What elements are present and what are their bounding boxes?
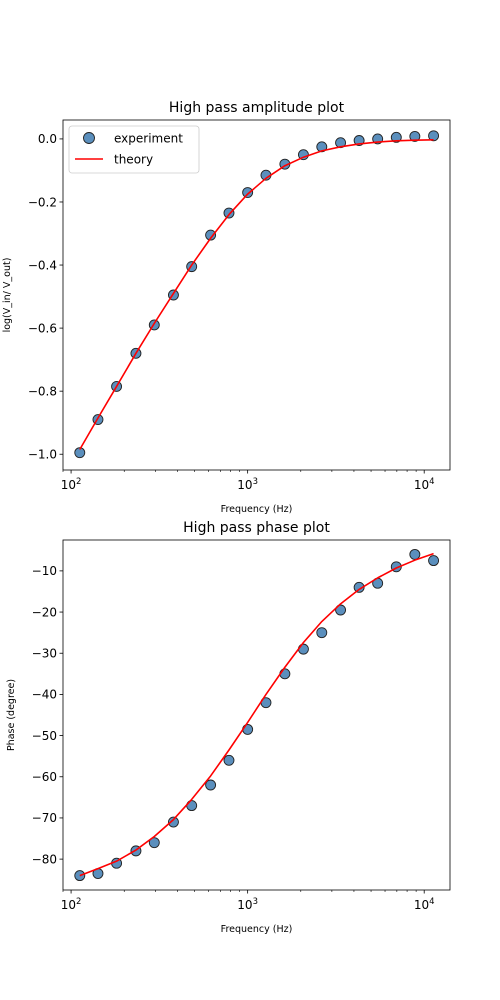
phase-theory-line — [79, 552, 434, 877]
phase-experiment-point — [223, 754, 235, 766]
phase-y-tick-label: −80 — [32, 852, 57, 866]
phase-x-tick-label: 104 — [414, 897, 435, 912]
amplitude-experiment-point — [316, 141, 328, 153]
amplitude-y-tick-label: −0.8 — [28, 384, 57, 398]
amplitude-experiment-point — [74, 447, 86, 459]
amplitude-x-tick-label: 103 — [237, 477, 258, 492]
amplitude-experiment-point — [409, 130, 421, 142]
phase-y-tick-label: −20 — [32, 605, 57, 619]
phase-chart-title: High pass phase plot — [183, 520, 330, 536]
phase-experiment-point — [409, 548, 421, 560]
phase-experiment-point — [316, 627, 328, 639]
phase-y-tick-label: −30 — [32, 647, 57, 661]
amplitude-x-tick-label: 104 — [414, 477, 435, 492]
amplitude-experiment-point — [335, 137, 347, 149]
amplitude-y-tick-label: −0.4 — [28, 258, 57, 272]
amplitude-axes-frame — [62, 119, 451, 471]
phase-experiment-point — [428, 555, 440, 567]
amplitude-x-axis-label: Frequency (Hz) — [221, 504, 293, 515]
amplitude-plot-area — [74, 130, 440, 459]
amplitude-chart: High pass amplitude plot 102 103 104 0.0 −0.… — [2, 100, 451, 515]
amplitude-y-tick-label: −0.6 — [28, 321, 57, 335]
amplitude-ticks: 102 103 104 0.0 −0.2 −0.4 −0.6 −0.8 −1.0 — [28, 132, 435, 492]
amplitude-experiment-point — [390, 131, 402, 143]
phase-experiment-point — [186, 800, 198, 812]
phase-plot-area — [74, 548, 440, 882]
amplitude-experiment-point — [223, 207, 235, 219]
phase-y-tick-label: −10 — [32, 564, 57, 578]
phase-y-tick-label: −60 — [32, 770, 57, 784]
amplitude-x-tick-label: 102 — [61, 477, 82, 492]
phase-experiment-point — [353, 581, 365, 593]
phase-experiment-point — [148, 837, 160, 849]
phase-y-tick-label: −50 — [32, 729, 57, 743]
phase-x-tick-label: 102 — [61, 897, 82, 912]
phase-y-tick-label: −40 — [32, 688, 57, 702]
phase-x-tick-label: 103 — [237, 897, 258, 912]
legend-label-experiment: experiment — [114, 132, 183, 146]
legend-box — [68, 125, 200, 174]
phase-experiment-point — [74, 870, 86, 882]
legend-label-theory: theory — [114, 153, 153, 167]
phase-experiment-point — [297, 643, 309, 655]
phase-y-axis-label: Phase (degree) — [6, 679, 17, 751]
amplitude-chart-title: High pass amplitude plot — [169, 100, 345, 116]
phase-experiment-point — [242, 723, 254, 735]
phase-experiment-point — [335, 604, 347, 616]
phase-experiment-point — [205, 779, 217, 791]
amplitude-theory-line — [79, 139, 434, 450]
phase-experiment-point — [167, 816, 179, 828]
amplitude-y-tick-label: −1.0 — [28, 448, 57, 462]
amplitude-legend: experiment theory — [68, 125, 200, 174]
phase-axes-frame — [62, 539, 451, 891]
amplitude-experiment-point — [242, 187, 254, 198]
phase-ticks: 102 103 104 −10 −20 −30 −40 −50 −60 −70 −80 — [32, 564, 435, 912]
phase-chart: High pass phase plot 102 103 104 −10 −20 −30 −… — [6, 520, 451, 935]
phase-y-tick-label: −70 — [32, 811, 57, 825]
amplitude-experiment-point — [428, 130, 440, 142]
amplitude-experiment-point — [205, 229, 217, 241]
phase-x-axis-label: Frequency (Hz) — [221, 924, 293, 935]
amplitude-y-tick-label: −0.2 — [28, 195, 57, 209]
amplitude-y-tick-label: 0.0 — [38, 132, 57, 146]
amplitude-y-axis-label: log(V_in/ V_out) — [2, 258, 13, 333]
legend-marker-experiment — [83, 132, 95, 144]
phase-experiment-point — [279, 668, 291, 680]
